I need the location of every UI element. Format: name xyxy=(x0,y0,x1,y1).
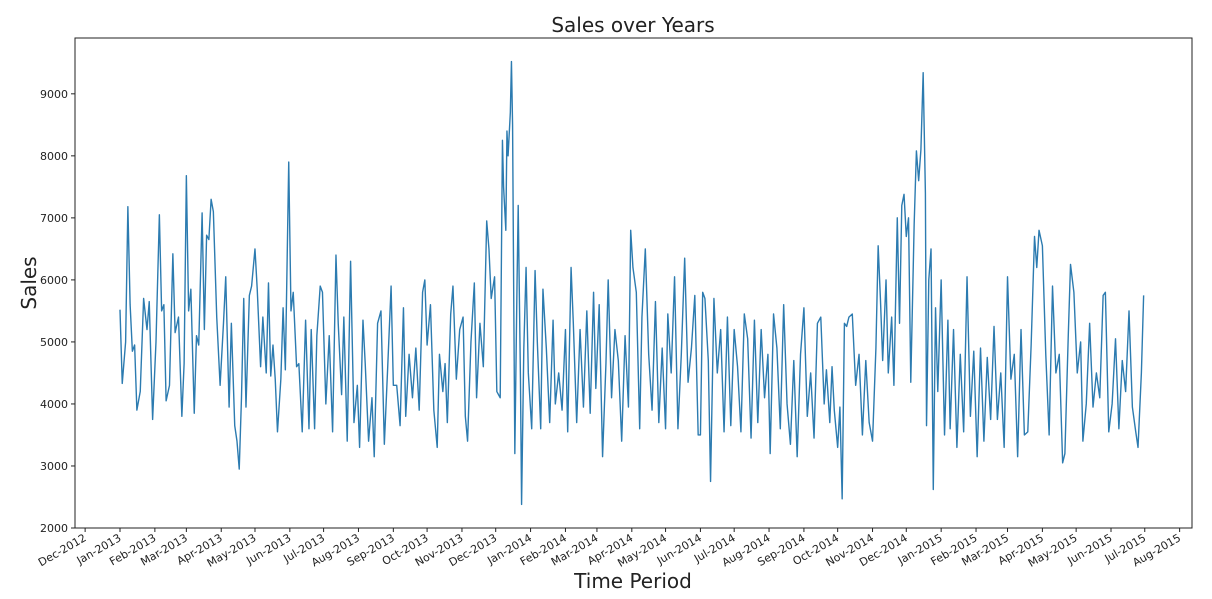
series-layer xyxy=(119,60,1145,506)
y-tick-label: 4000 xyxy=(40,398,68,411)
y-tick-label: 2000 xyxy=(40,522,68,535)
y-tick-label: 7000 xyxy=(40,212,68,225)
plot-area-frame xyxy=(74,37,1193,529)
y-tick-label: 9000 xyxy=(40,88,68,101)
y-tick-label: 3000 xyxy=(40,460,68,473)
x-axis-label: Time Period xyxy=(573,569,692,593)
chart-title: Sales over Years xyxy=(551,13,714,37)
series-line-0 xyxy=(119,60,1145,506)
y-tick-label: 8000 xyxy=(40,150,68,163)
y-axis-label: Sales xyxy=(17,256,41,309)
y-tick-label: 5000 xyxy=(40,336,68,349)
y-axis: 2000 3000 4000 5000 6000 7000 8000 9000 xyxy=(40,88,75,535)
x-axis: Dec-2012Jan-2013Feb-2013Mar-2013Apr-2013… xyxy=(36,528,1183,570)
y-tick-label: 6000 xyxy=(40,274,68,287)
